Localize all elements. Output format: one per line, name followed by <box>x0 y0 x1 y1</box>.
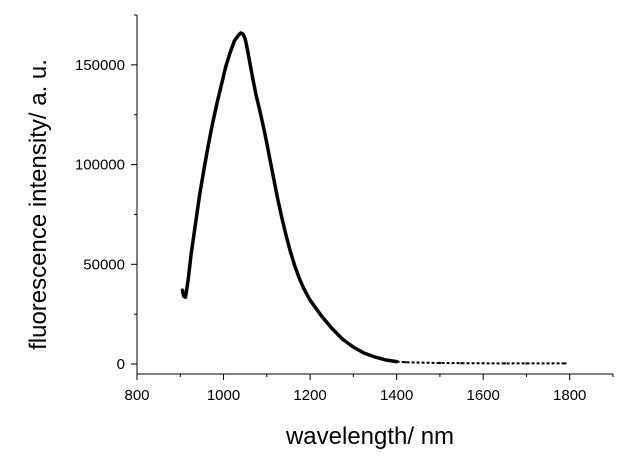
data-point <box>184 296 187 299</box>
y-tick-label: 50000 <box>83 256 125 273</box>
data-point <box>276 197 279 200</box>
data-point <box>267 153 271 156</box>
data-point <box>259 111 262 114</box>
data-point <box>220 83 223 87</box>
data-point <box>280 217 284 220</box>
x-tick-label: 800 <box>124 387 149 404</box>
y-tick-label: 150000 <box>75 57 125 74</box>
x-tick-label: 1800 <box>553 387 586 404</box>
data-point <box>211 121 214 124</box>
data-point <box>395 360 398 363</box>
x-tick-label: 1000 <box>207 387 240 404</box>
data-point <box>482 362 485 365</box>
data-point <box>503 362 506 365</box>
data-point <box>250 71 253 75</box>
data-point <box>182 295 185 298</box>
data-point <box>237 33 240 37</box>
plot-area: 800 1000 1200 1400 1600 1800 0 50000 100000 1500… <box>75 14 614 404</box>
data-point <box>224 65 227 69</box>
y-axis-title: fluorescence intensity/ a. u. <box>25 59 52 350</box>
data-point <box>285 235 288 238</box>
data-point <box>546 362 550 365</box>
data-point <box>202 167 206 170</box>
data-point <box>417 361 420 364</box>
data-point <box>189 253 193 256</box>
y-axis-ticks: 0 50000 100000 150000 <box>75 14 137 373</box>
x-axis-title: wavelength/ nm <box>285 423 454 450</box>
series-layer <box>180 31 567 365</box>
series-line-tail <box>396 360 566 365</box>
data-point <box>215 101 219 105</box>
x-tick-label: 1400 <box>380 387 413 404</box>
data-point <box>352 345 355 349</box>
data-point <box>228 51 232 55</box>
data-point <box>525 362 528 365</box>
data-point <box>272 175 275 178</box>
data-point <box>460 362 463 365</box>
data-point <box>302 287 305 290</box>
data-point <box>341 337 344 341</box>
data-point <box>373 355 377 359</box>
series-line <box>180 31 399 364</box>
data-point <box>363 351 366 355</box>
data-point <box>319 314 323 317</box>
data-point <box>438 361 442 365</box>
x-axis-ticks: 800 1000 1200 1400 1600 1800 <box>124 374 614 404</box>
x-tick-label: 1600 <box>466 387 499 404</box>
data-point <box>241 32 245 36</box>
data-point <box>239 31 243 35</box>
data-point <box>181 289 184 292</box>
data-point <box>306 295 310 298</box>
data-point <box>298 277 301 280</box>
data-point <box>254 93 258 97</box>
data-point <box>564 362 567 365</box>
data-point <box>186 279 190 282</box>
data-point <box>246 47 249 51</box>
data-point <box>194 223 197 226</box>
data-point <box>289 251 292 254</box>
data-point <box>313 305 316 308</box>
data-point <box>207 143 210 146</box>
y-tick-label: 0 <box>117 356 125 373</box>
data-point <box>384 358 387 362</box>
y-tick-label: 100000 <box>75 157 125 174</box>
data-point <box>293 265 297 268</box>
data-point <box>233 39 236 43</box>
data-point <box>330 326 333 330</box>
data-point <box>308 299 312 302</box>
data-point <box>263 131 266 134</box>
data-point <box>244 37 247 41</box>
x-tick-label: 1200 <box>293 387 326 404</box>
data-point <box>404 361 407 364</box>
data-point <box>198 193 201 196</box>
